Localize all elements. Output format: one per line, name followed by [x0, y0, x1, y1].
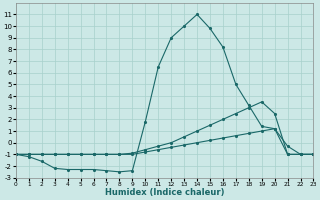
X-axis label: Humidex (Indice chaleur): Humidex (Indice chaleur): [105, 188, 224, 197]
